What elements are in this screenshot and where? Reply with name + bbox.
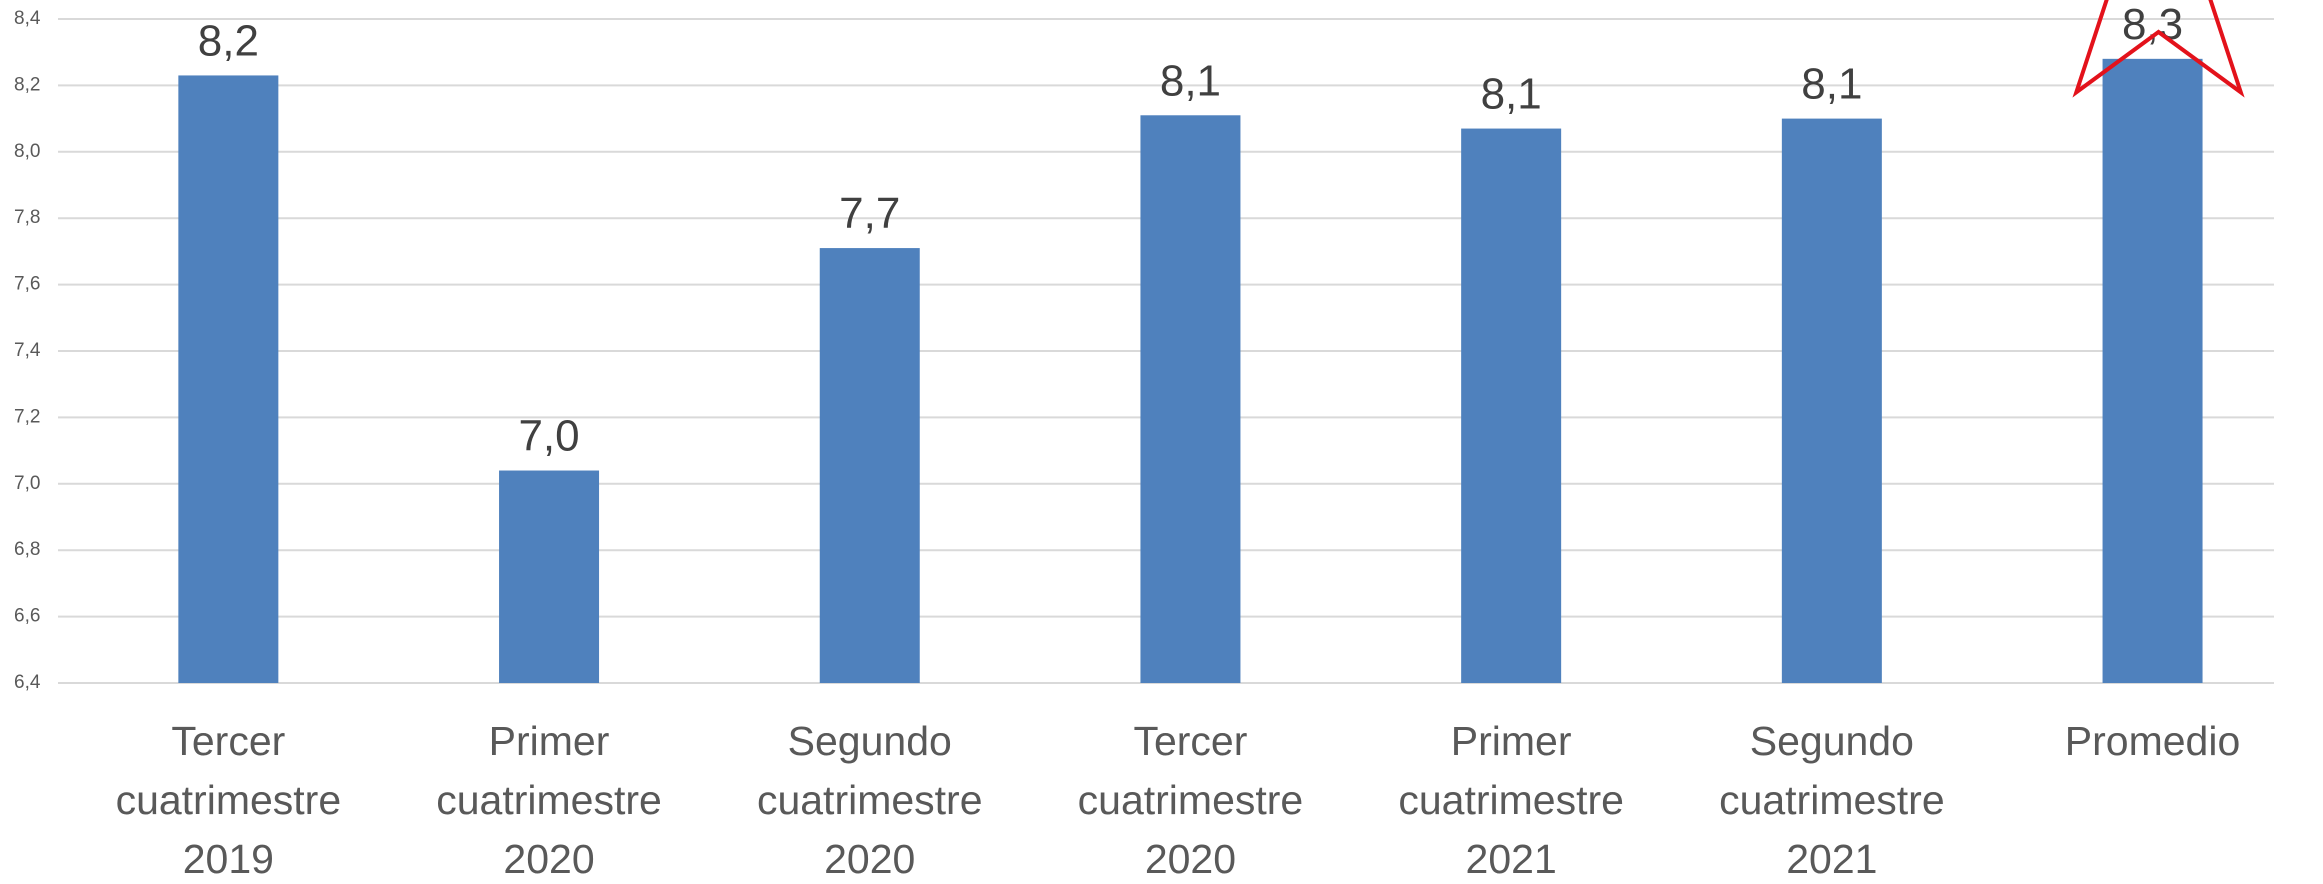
y-tick-label: 8,2 xyxy=(14,74,40,95)
y-tick-label: 8,4 xyxy=(14,8,41,29)
bar xyxy=(2102,58,2203,683)
value-label: 7,0 xyxy=(518,412,579,461)
highlight-star xyxy=(2072,0,2245,98)
bar xyxy=(819,248,920,683)
bar xyxy=(178,75,279,683)
y-tick-label: 7,8 xyxy=(14,207,40,228)
value-label: 8,1 xyxy=(1801,60,1862,109)
y-tick-label: 6,8 xyxy=(14,539,40,560)
y-tick-label: 7,2 xyxy=(14,406,40,427)
x-tick-label: Tercer cuatrimestre 2020 xyxy=(1077,718,1304,882)
x-tick-label: Primer cuatrimestre 2020 xyxy=(436,718,662,882)
value-label: 8,2 xyxy=(198,16,259,65)
bar xyxy=(1461,128,1562,683)
value-label: 8,1 xyxy=(1481,70,1542,119)
x-tick-label: Primer cuatrimestre 2021 xyxy=(1398,718,1624,882)
value-label: 8,1 xyxy=(1160,56,1221,105)
bar xyxy=(499,470,600,683)
bar xyxy=(1140,115,1241,683)
y-tick-label: 7,6 xyxy=(14,274,40,295)
x-tick-label: Segundo cuatrimestre 2020 xyxy=(756,718,983,882)
y-tick-label: 7,4 xyxy=(14,340,41,361)
x-tick-label: Promedio xyxy=(2064,718,2241,764)
bar xyxy=(1781,118,1882,684)
y-tick-label: 6,6 xyxy=(14,606,40,627)
x-tick-label: Segundo cuatrimestre 2021 xyxy=(1719,718,1945,882)
y-tick-label: 6,4 xyxy=(14,672,41,693)
y-tick-label: 7,0 xyxy=(14,473,40,494)
value-label: 7,7 xyxy=(839,189,900,238)
y-tick-label: 8,0 xyxy=(14,141,40,162)
x-tick-label: Tercer cuatrimestre 2019 xyxy=(115,718,342,882)
